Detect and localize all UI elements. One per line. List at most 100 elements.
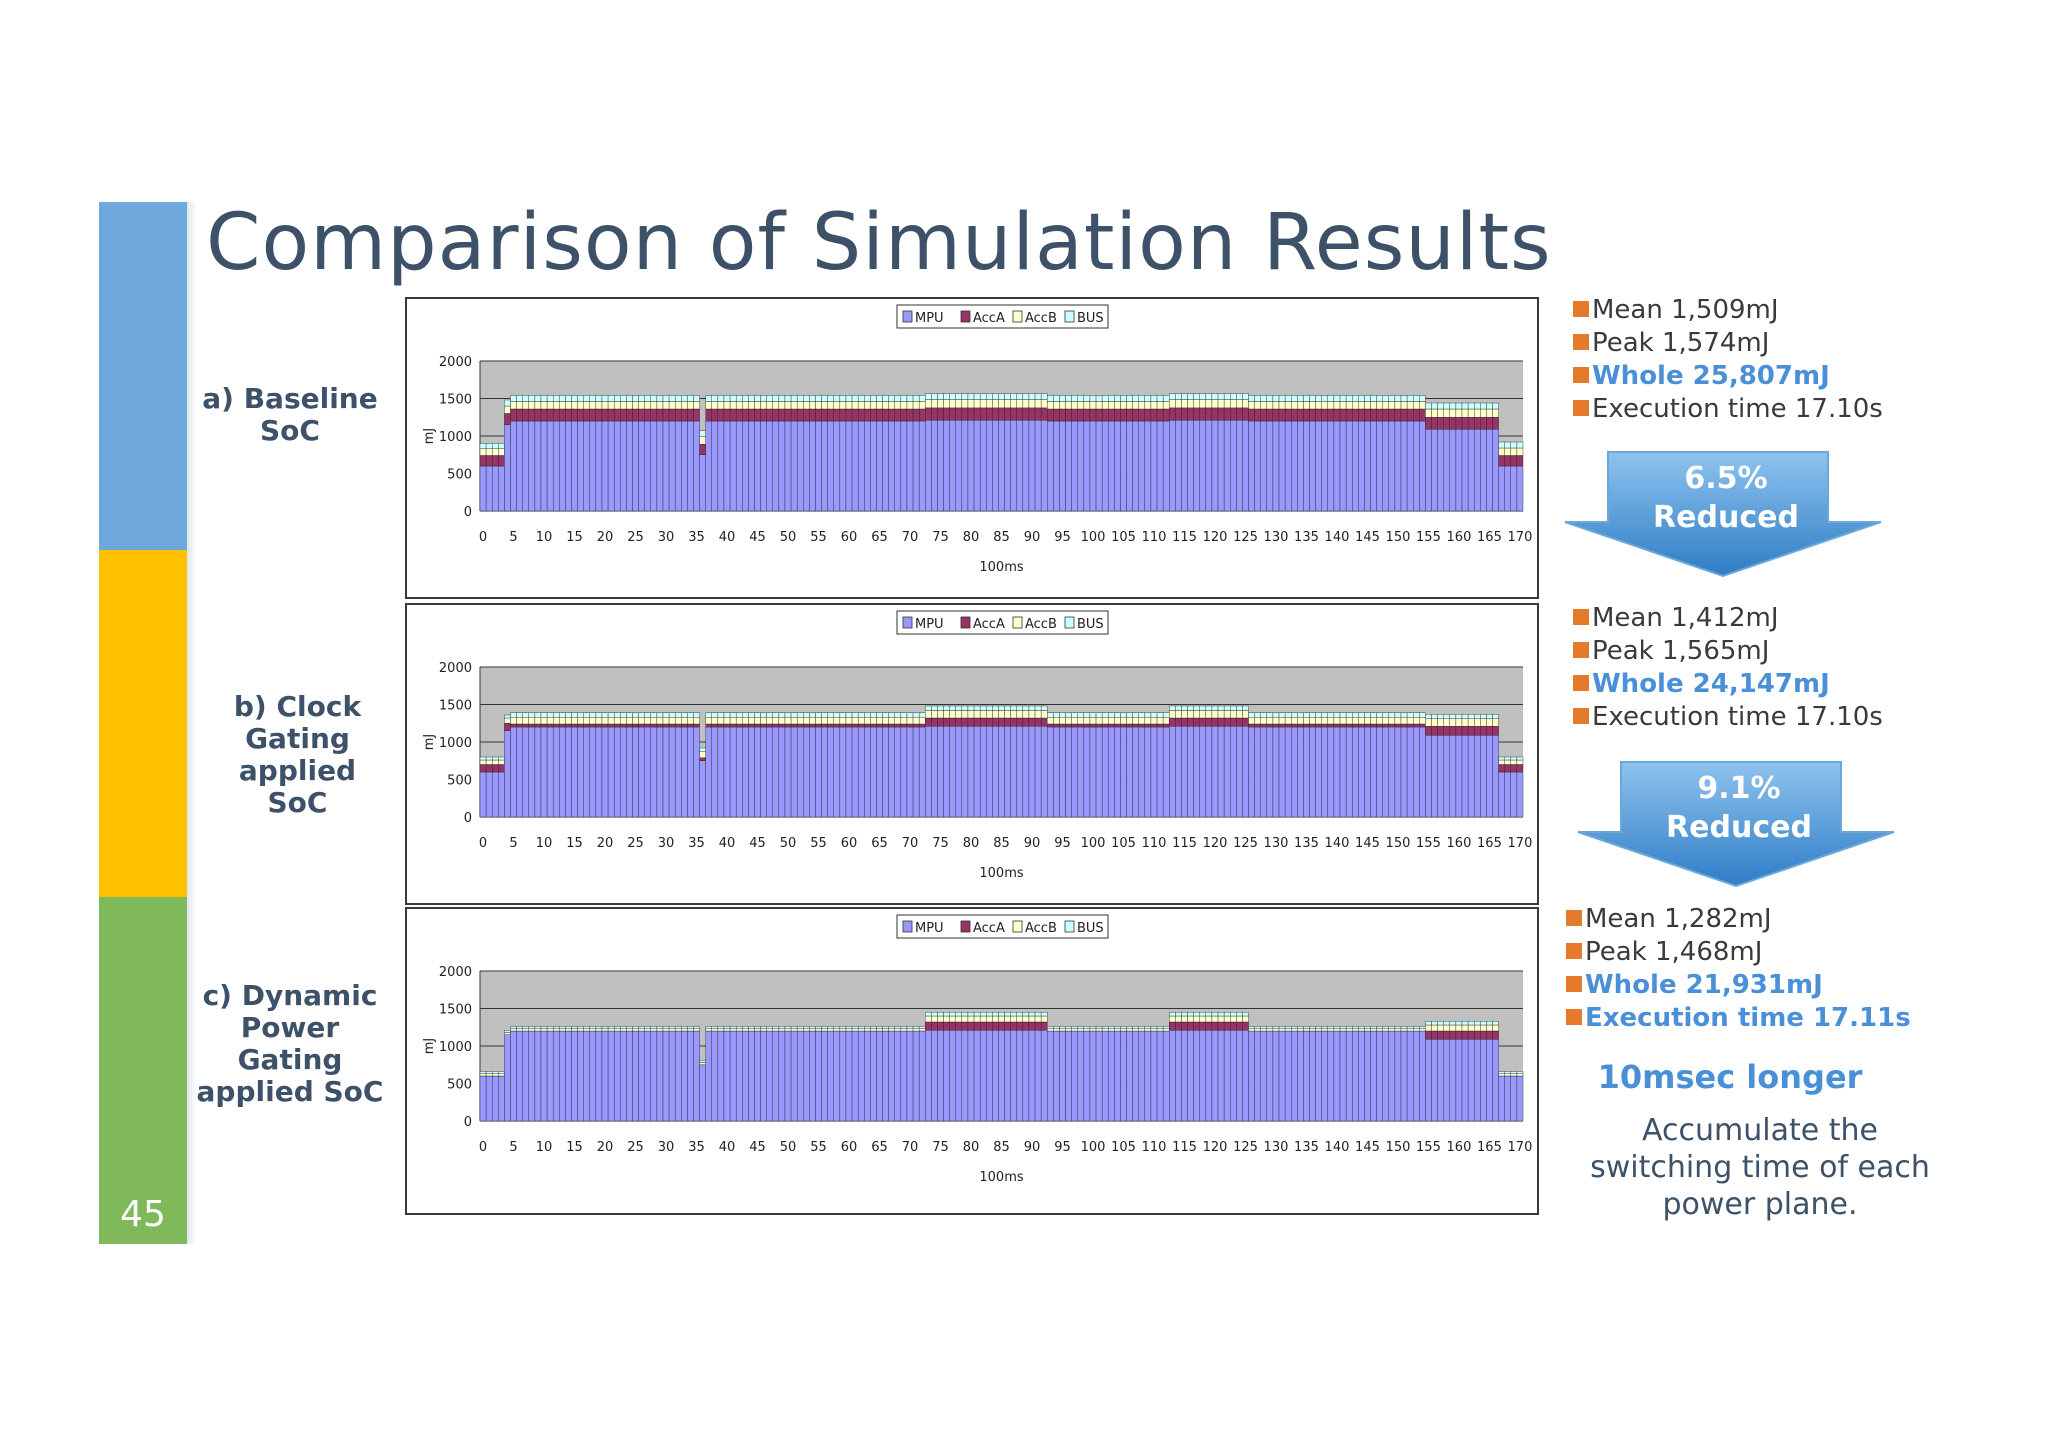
bar-segment <box>1382 420 1390 512</box>
bar-segment <box>857 395 865 402</box>
bar-segment <box>1053 1026 1060 1029</box>
bar-segment <box>894 395 902 402</box>
bar-segment <box>1065 395 1072 402</box>
bar-segment <box>1510 1071 1518 1074</box>
bar-segment <box>1095 420 1103 512</box>
bar-segment <box>1297 420 1304 512</box>
bar-segment <box>1101 1026 1109 1029</box>
bar-segment <box>1425 429 1432 512</box>
bar-segment <box>1223 705 1231 711</box>
bar-segment <box>1510 1073 1518 1077</box>
bar-segment <box>711 723 719 728</box>
bar-segment <box>1169 393 1176 400</box>
bar-segment <box>1297 1030 1304 1122</box>
bar-segment <box>656 717 664 725</box>
bar-segment <box>1077 420 1085 512</box>
x-tick-label: 105 <box>1111 836 1136 851</box>
bar-segment <box>1492 714 1499 719</box>
bar-segment <box>1181 717 1188 727</box>
bar-segment <box>1284 723 1292 728</box>
bar-segment <box>699 747 706 752</box>
bar-segment <box>534 1028 542 1032</box>
bar-segment <box>583 1028 590 1032</box>
x-tick-label: 125 <box>1233 1140 1258 1155</box>
bar-segment <box>571 395 578 402</box>
bar-segment <box>571 408 578 422</box>
bar-segment <box>1114 726 1121 818</box>
bar-segment <box>522 420 529 512</box>
x-tick-label: 115 <box>1172 530 1197 545</box>
bar-segment <box>626 408 633 422</box>
bar-segment <box>559 1026 566 1029</box>
bar-segment <box>735 420 743 512</box>
bar-segment <box>1047 726 1054 818</box>
chart-legend: MPU AccA AccB BUS <box>896 914 1109 939</box>
bar-segment <box>760 408 767 422</box>
x-tick-label: 65 <box>871 530 888 545</box>
bar-segment <box>632 420 639 512</box>
bar-segment <box>961 705 969 711</box>
bar-segment <box>705 395 712 402</box>
bar-segment <box>699 751 706 758</box>
bar-segment <box>1132 1030 1139 1122</box>
bar-segment <box>1425 726 1432 736</box>
bar-segment <box>742 712 749 718</box>
bar-segment <box>1242 420 1249 512</box>
bar-segment <box>705 1026 712 1029</box>
bar-segment <box>626 1026 633 1029</box>
bar-segment <box>973 726 981 818</box>
bar-segment <box>748 723 755 728</box>
bar-segment <box>711 1028 719 1032</box>
bar-segment <box>1352 726 1359 818</box>
bar-segment <box>1108 420 1115 512</box>
bar-segment <box>1199 1021 1207 1031</box>
x-tick-label: 130 <box>1264 530 1289 545</box>
bar-segment <box>1278 401 1286 410</box>
bar-segment <box>1108 1026 1115 1029</box>
bar-segment <box>1461 735 1469 818</box>
bar-segment <box>1504 465 1512 512</box>
y-tick-label: 0 <box>464 811 472 826</box>
bar-segment <box>1059 723 1066 728</box>
bar-segment <box>1455 1024 1463 1032</box>
bar-segment <box>1443 408 1451 418</box>
bar-segment <box>803 1026 810 1029</box>
bar-segment <box>717 717 725 725</box>
y-tick-label: 2000 <box>439 661 472 676</box>
bar-segment <box>613 1026 621 1029</box>
bar-segment <box>803 723 810 728</box>
bar-segment <box>1175 1030 1182 1122</box>
bar-segment <box>546 712 554 718</box>
bar-segment <box>1339 408 1347 422</box>
y-axis-label: mJ <box>422 428 437 445</box>
bar-segment <box>1419 395 1426 402</box>
bar-segment <box>1138 1026 1146 1029</box>
bar-segment <box>607 1030 615 1122</box>
bar-segment <box>1510 1075 1518 1122</box>
bar-segment <box>1071 717 1078 725</box>
bar-segment <box>540 1030 548 1122</box>
bar-segment <box>1443 714 1451 719</box>
bar-segment <box>1254 726 1261 818</box>
bar-segment <box>888 726 895 818</box>
bar-segment <box>1352 401 1359 410</box>
bar-segment <box>1205 726 1213 818</box>
bar-segment <box>1413 726 1420 818</box>
bar-segment <box>589 1030 597 1122</box>
bar-segment <box>845 1030 853 1122</box>
bar-segment <box>650 1030 658 1122</box>
bar-segment <box>1278 723 1286 728</box>
bar-segment <box>918 723 926 728</box>
bar-segment <box>1132 712 1139 718</box>
bar-segment <box>925 710 932 719</box>
bar-segment <box>1364 1026 1371 1029</box>
bar-segment <box>1400 420 1408 512</box>
legend-box <box>896 610 1109 635</box>
bar-segment <box>815 1028 822 1032</box>
bar-segment <box>1095 1030 1103 1122</box>
bar-segment <box>1474 735 1481 818</box>
legend-swatch <box>1012 920 1023 933</box>
stat-row: Execution time 17.11s <box>1566 1002 1911 1035</box>
bar-segment <box>1284 726 1292 818</box>
bar-segment <box>1486 429 1493 512</box>
